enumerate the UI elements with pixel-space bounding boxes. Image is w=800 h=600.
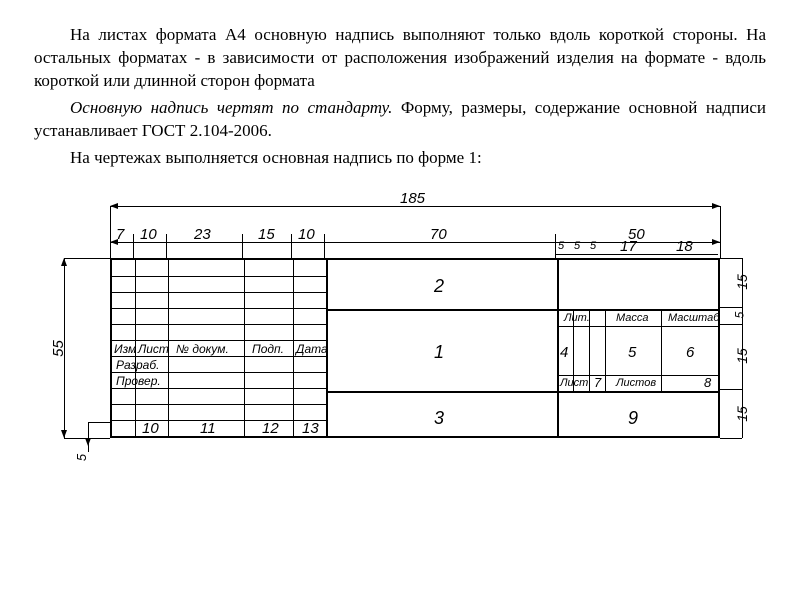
dim-total-lbl: 185 [400, 190, 425, 207]
title-block-frame: Изм Лист № докум. Подп. Дата Разраб. Про… [110, 258, 720, 438]
para2-italic: Основную надпись чертят по стандарту. [70, 98, 392, 117]
paragraph-3: На чертежах выполняется основная надпись… [34, 147, 766, 170]
paragraph-1: На листах формата А4 основную надпись вы… [34, 24, 766, 93]
title-block-diagram: 185 7 10 23 15 10 70 50 [40, 198, 760, 478]
paragraph-2: Основную надпись чертят по стандарту. Фо… [34, 97, 766, 143]
